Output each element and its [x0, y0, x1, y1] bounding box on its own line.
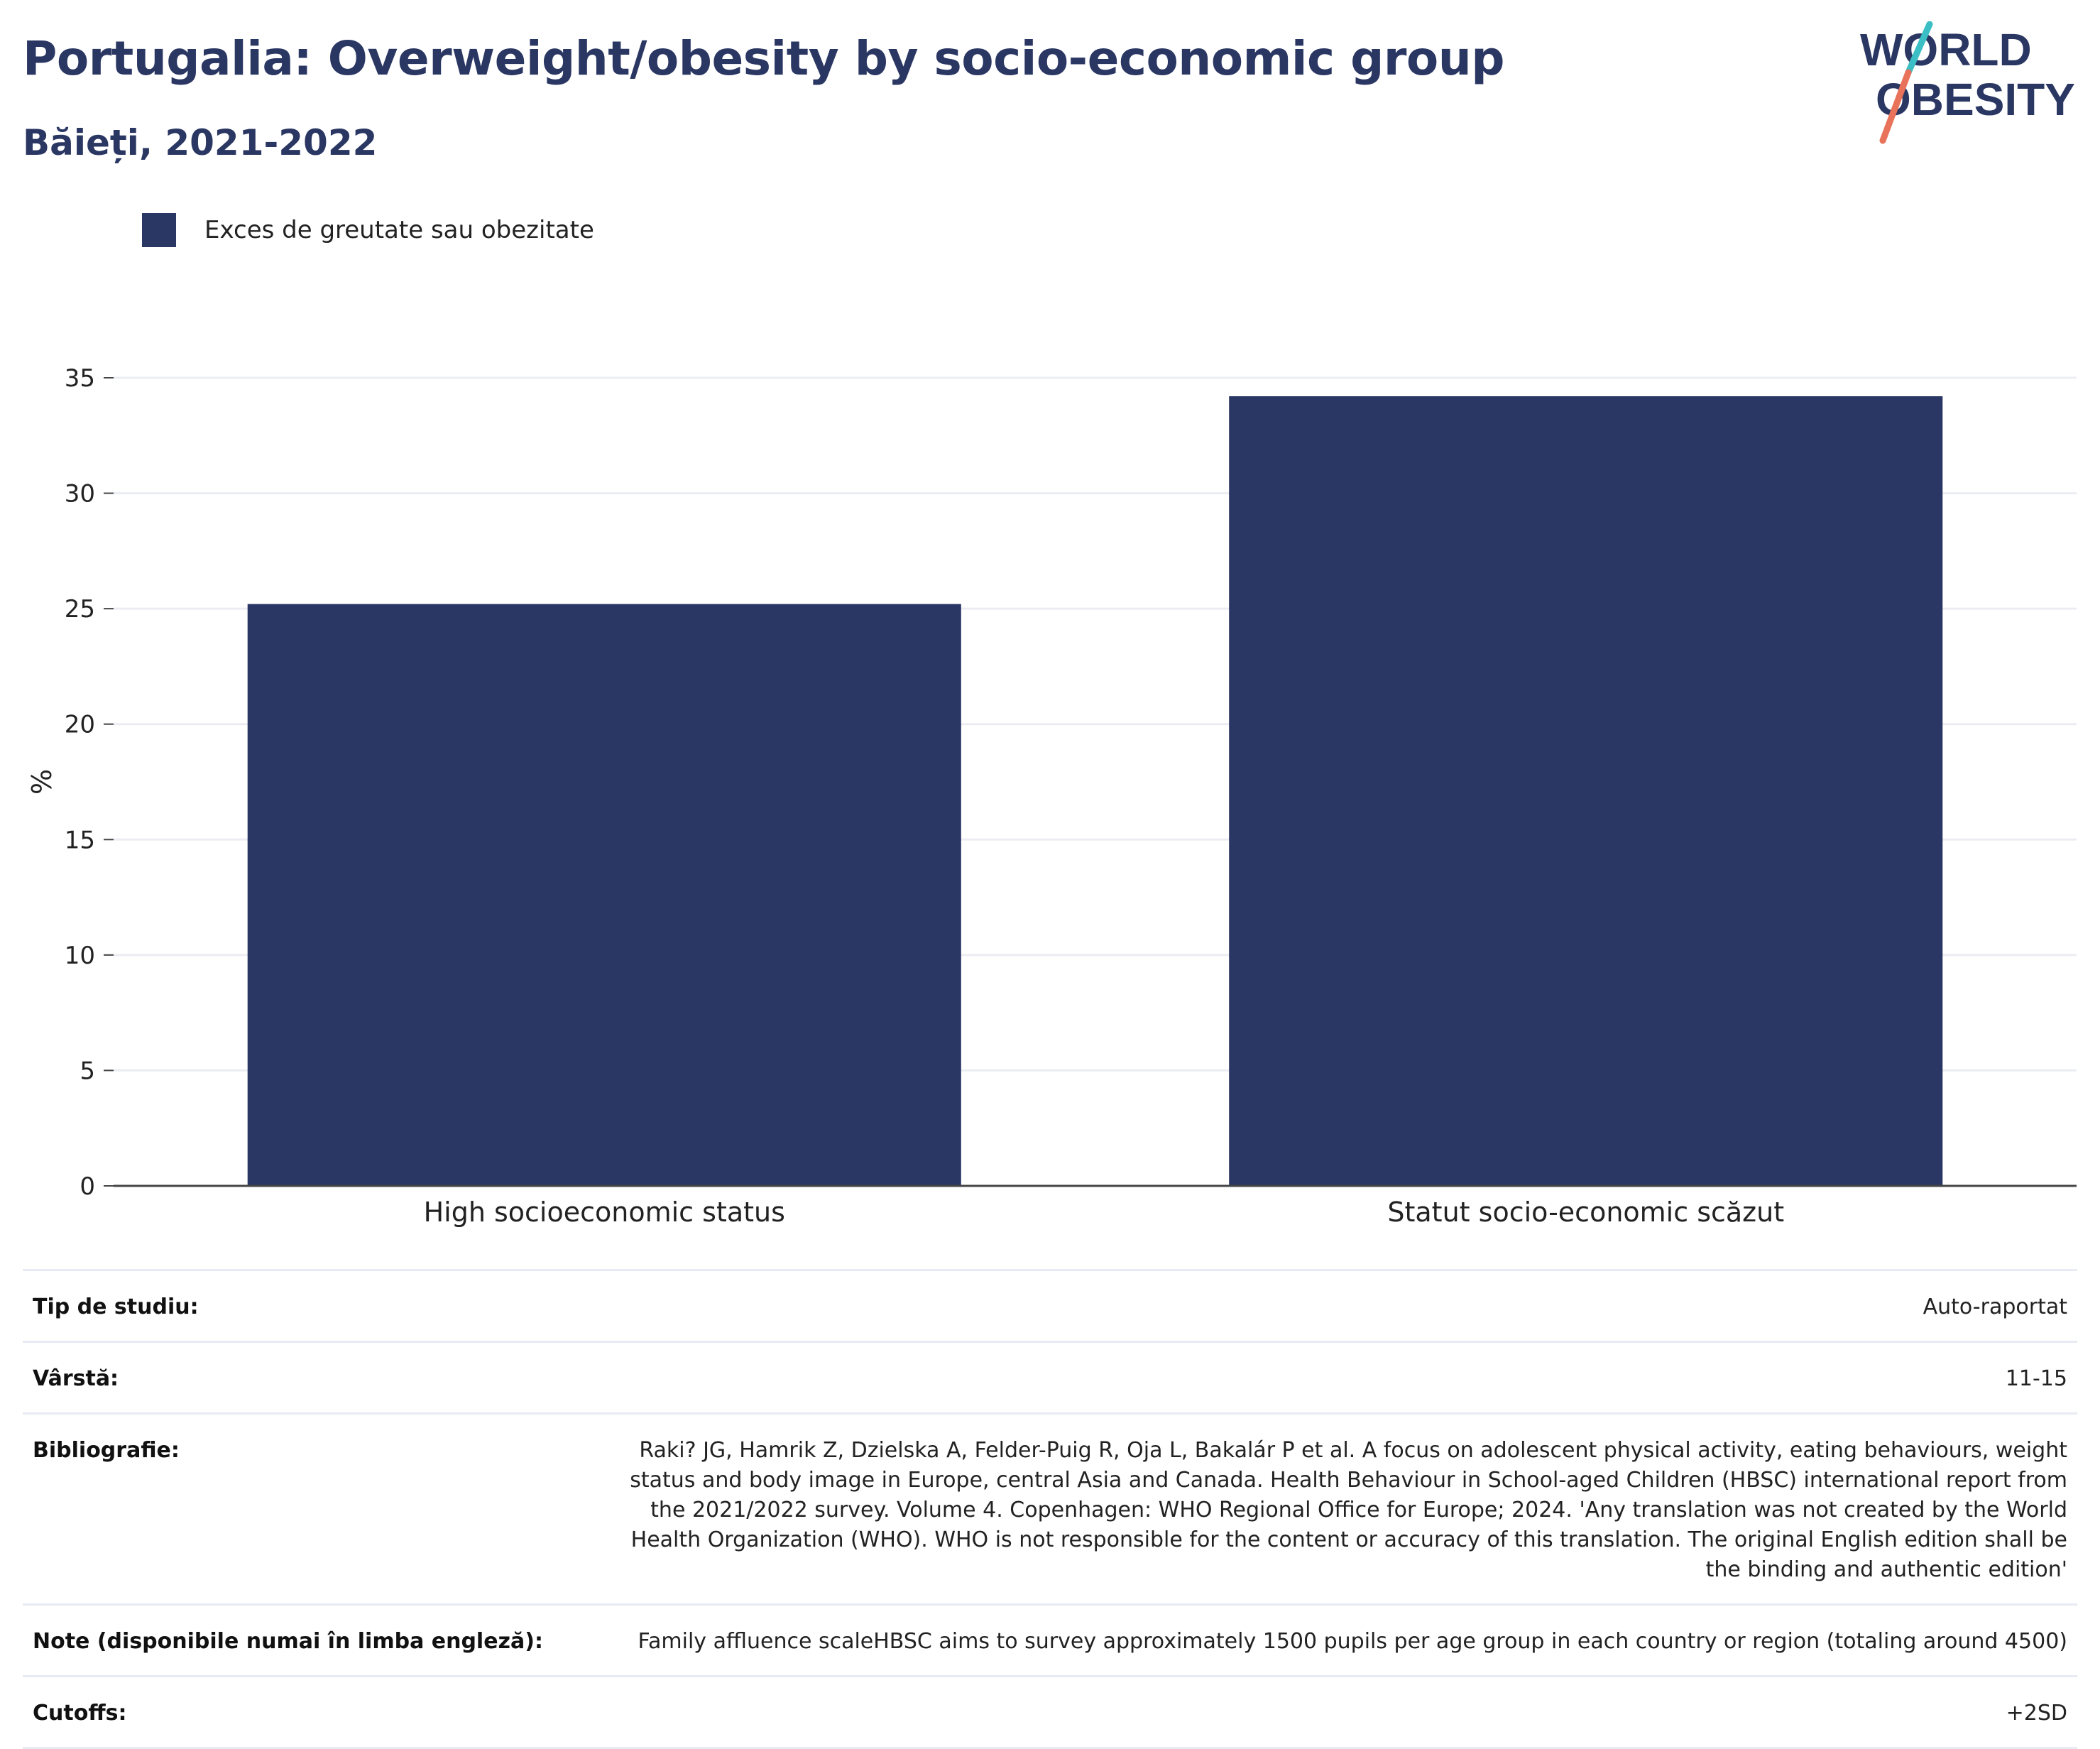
x-tick-label: High socioeconomic status: [424, 1197, 785, 1228]
world-obesity-logo: WORLD OBESITY: [1860, 21, 2075, 144]
y-tick-label: 20: [65, 711, 95, 739]
legend: Exces de greutate sau obezitate: [142, 213, 594, 247]
y-tick-label: 5: [80, 1057, 95, 1085]
study-type-label: Tip de studiu:: [33, 1295, 199, 1319]
study-type-value: Auto-raportat: [1923, 1295, 2067, 1319]
logo-slash-top: [1905, 21, 1933, 76]
legend-label: Exces de greutate sau obezitate: [204, 216, 594, 244]
info-row-age: Vârstă: 11-15: [23, 1341, 2077, 1412]
y-tick-label: 30: [65, 480, 95, 508]
logo-slash-bottom: [1879, 69, 1912, 144]
y-axis-label: %: [26, 769, 58, 795]
y-tick-label: 35: [65, 364, 95, 393]
info-table: Tip de studiu: Auto-raportat Vârstă: 11-…: [23, 1269, 2077, 1749]
logo-text-world: WORLD: [1860, 24, 2032, 75]
info-row-study-type: Tip de studiu: Auto-raportat: [23, 1269, 2077, 1341]
y-tick-label: 0: [80, 1172, 95, 1201]
cutoffs-value: +2SD: [2006, 1701, 2067, 1726]
bar-chart: 0 5 10 15 20 25 30 35% High socioeconomic status…: [26, 364, 2077, 1228]
info-row-cutoffs: Cutoffs: +2SD: [23, 1675, 2077, 1749]
bar: [1229, 396, 1943, 1186]
notes-label: Note (disponibile numai în limba engleză…: [33, 1629, 543, 1654]
bibliography-value: Raki? JG, Hamrik Z, Dzielska A, Felder-P…: [630, 1438, 2067, 1582]
chart-subtitle: Băieți, 2021-2022: [23, 122, 378, 163]
age-value: 11-15: [2005, 1366, 2067, 1391]
age-label: Vârstă:: [33, 1366, 119, 1391]
info-row-bibliography: Bibliografie: Raki? JG, Hamrik Z, Dziels…: [23, 1412, 2077, 1603]
x-tick-label: Statut socio-economic scăzut: [1387, 1197, 1784, 1228]
y-tick-label: 25: [65, 595, 95, 623]
bibliography-label: Bibliografie:: [33, 1438, 180, 1463]
y-tick-label: 10: [65, 942, 95, 970]
chart-title: Portugalia: Overweight/obesity by socio-…: [23, 31, 1505, 86]
y-tick-label: 15: [65, 826, 95, 854]
bar: [247, 604, 961, 1186]
notes-value: Family affluence scaleHBSC aims to surve…: [638, 1629, 2067, 1654]
info-row-notes: Note (disponibile numai în limba engleză…: [23, 1603, 2077, 1675]
logo-text-obesity: OBESITY: [1876, 74, 2075, 125]
legend-swatch: [142, 213, 176, 247]
cutoffs-label: Cutoffs:: [33, 1701, 127, 1726]
